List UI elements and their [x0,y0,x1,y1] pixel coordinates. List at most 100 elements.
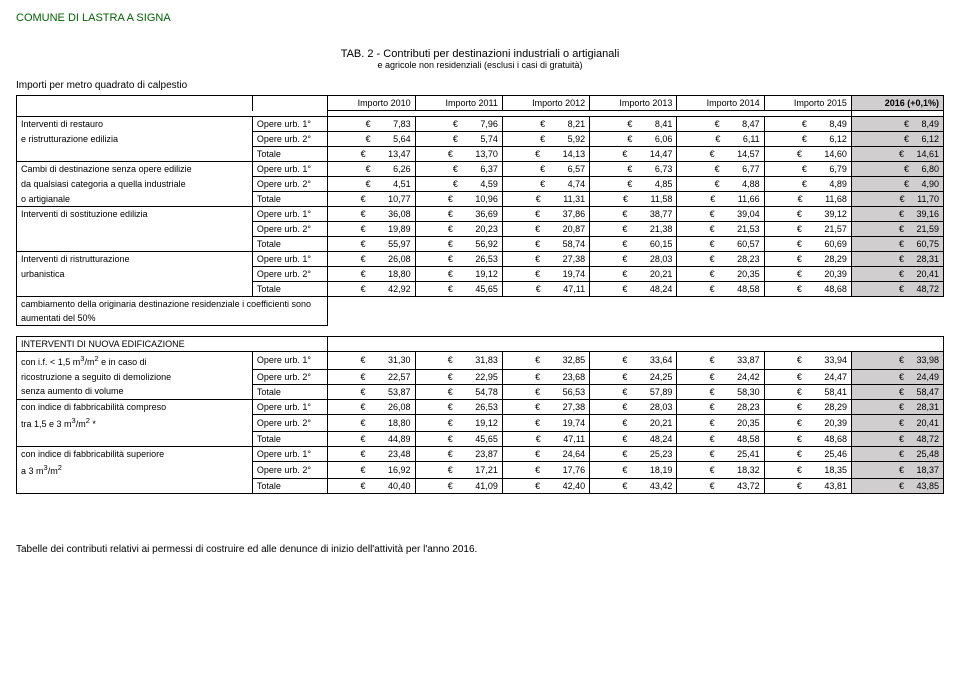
value-cell: € 16,92 [328,461,415,478]
value-2016: € 48,72 [851,282,943,297]
value-cell: € 28,23 [677,399,764,414]
value-cell: € 4,51 [328,177,415,192]
value-cell: € 28,29 [764,399,851,414]
table-row: a 3 m3/m2Opere urb. 2°€ 16,92€ 17,21€ 17… [17,461,944,478]
row-type: Opere urb. 1° [252,207,327,222]
value-cell: € 33,87 [677,352,764,370]
row-type: Opere urb. 1° [252,162,327,177]
value-cell: € 19,74 [502,414,589,431]
row-desc: urbanistica [17,267,253,282]
table-row: e ristrutturazione ediliziaOpere urb. 2°… [17,132,944,147]
row-desc: senza aumento di volume [17,384,253,399]
table-row: Totale€ 55,97€ 56,92€ 58,74€ 60,15€ 60,5… [17,237,944,252]
header-blank-2 [252,96,327,111]
value-cell: € 36,08 [328,207,415,222]
row-type: Opere urb. 1° [252,352,327,370]
value-cell: € 6,26 [328,162,415,177]
value-cell: € 6,77 [677,162,764,177]
value-cell: € 48,24 [590,431,677,446]
value-cell: € 6,79 [764,162,851,177]
table-row: o artigianaleTotale€ 10,77€ 10,96€ 11,31… [17,192,944,207]
row-desc: e ristrutturazione edilizia [17,132,253,147]
table-row: Cambi di destinazione senza opere ediliz… [17,162,944,177]
value-cell: € 28,29 [764,252,851,267]
value-cell: € 20,35 [677,414,764,431]
table-row: Interventi di ristrutturazioneOpere urb.… [17,252,944,267]
value-2016: € 6,12 [851,132,943,147]
value-cell: € 43,42 [590,478,677,493]
note-line-2: aumentati del 50% [17,311,328,326]
value-2016: € 11,70 [851,192,943,207]
table-row: con i.f. < 1,5 m3/m2 e in caso diOpere u… [17,352,944,370]
value-cell: € 47,11 [502,431,589,446]
value-2016: € 20,41 [851,414,943,431]
value-cell: € 11,58 [590,192,677,207]
value-cell: € 20,21 [590,267,677,282]
row-type: Opere urb. 1° [252,399,327,414]
value-cell: € 20,23 [415,222,502,237]
value-2016: € 58,47 [851,384,943,399]
row-desc: da qualsiasi categoria a quella industri… [17,177,253,192]
value-cell: € 8,21 [502,117,589,132]
header-2015: Importo 2015 [764,96,851,111]
value-cell: € 4,74 [502,177,589,192]
value-2016: € 20,41 [851,267,943,282]
row-desc [17,282,253,297]
table-row: tra 1,5 e 3 m3/m2 *Opere urb. 2°€ 18,80€… [17,414,944,431]
value-cell: € 14,13 [502,147,589,162]
value-cell: € 48,68 [764,282,851,297]
row-desc [17,147,253,162]
value-cell: € 20,87 [502,222,589,237]
value-cell: € 40,40 [328,478,415,493]
value-cell: € 18,80 [328,414,415,431]
value-cell: € 48,68 [764,431,851,446]
value-cell: € 57,89 [590,384,677,399]
row-desc: o artigianale [17,192,253,207]
section2-table: INTERVENTI DI NUOVA EDIFICAZIONEcon i.f.… [16,336,944,494]
table-row: senza aumento di volumeTotale€ 53,87€ 54… [17,384,944,399]
row-desc [17,478,253,493]
value-cell: € 18,32 [677,461,764,478]
value-cell: € 56,92 [415,237,502,252]
table-row: Interventi di sostituzione ediliziaOpere… [17,207,944,222]
value-cell: € 32,85 [502,352,589,370]
value-cell: € 60,69 [764,237,851,252]
value-cell: € 14,60 [764,147,851,162]
value-cell: € 60,57 [677,237,764,252]
value-cell: € 42,92 [328,282,415,297]
value-cell: € 58,74 [502,237,589,252]
row-type: Totale [252,282,327,297]
value-cell: € 20,39 [764,267,851,282]
value-cell: € 6,73 [590,162,677,177]
value-cell: € 39,12 [764,207,851,222]
value-cell: € 25,23 [590,446,677,461]
table-title: TAB. 2 - Contributi per destinazioni ind… [16,48,944,70]
value-cell: € 26,08 [328,252,415,267]
value-cell: € 39,04 [677,207,764,222]
value-2016: € 28,31 [851,252,943,267]
value-cell: € 26,08 [328,399,415,414]
value-2016: € 8,49 [851,117,943,132]
value-cell: € 6,06 [590,132,677,147]
value-2016: € 43,85 [851,478,943,493]
value-cell: € 26,53 [415,252,502,267]
header-2016: 2016 (+0,1%) [851,96,943,111]
row-type: Opere urb. 2° [252,267,327,282]
value-cell: € 58,41 [764,384,851,399]
value-cell: € 4,89 [764,177,851,192]
row-type: Totale [252,384,327,399]
value-cell: € 6,37 [415,162,502,177]
value-cell: € 22,57 [328,369,415,384]
row-type: Totale [252,478,327,493]
row-type: Opere urb. 2° [252,177,327,192]
value-cell: € 5,64 [328,132,415,147]
footer-note: Tabelle dei contributi relativi ai perme… [16,544,944,555]
value-cell: € 33,94 [764,352,851,370]
value-cell: € 23,87 [415,446,502,461]
value-cell: € 55,97 [328,237,415,252]
value-cell: € 54,78 [415,384,502,399]
row-type: Opere urb. 2° [252,369,327,384]
table-row: Interventi di restauroOpere urb. 1°€ 7,8… [17,117,944,132]
value-cell: € 21,53 [677,222,764,237]
value-cell: € 42,40 [502,478,589,493]
